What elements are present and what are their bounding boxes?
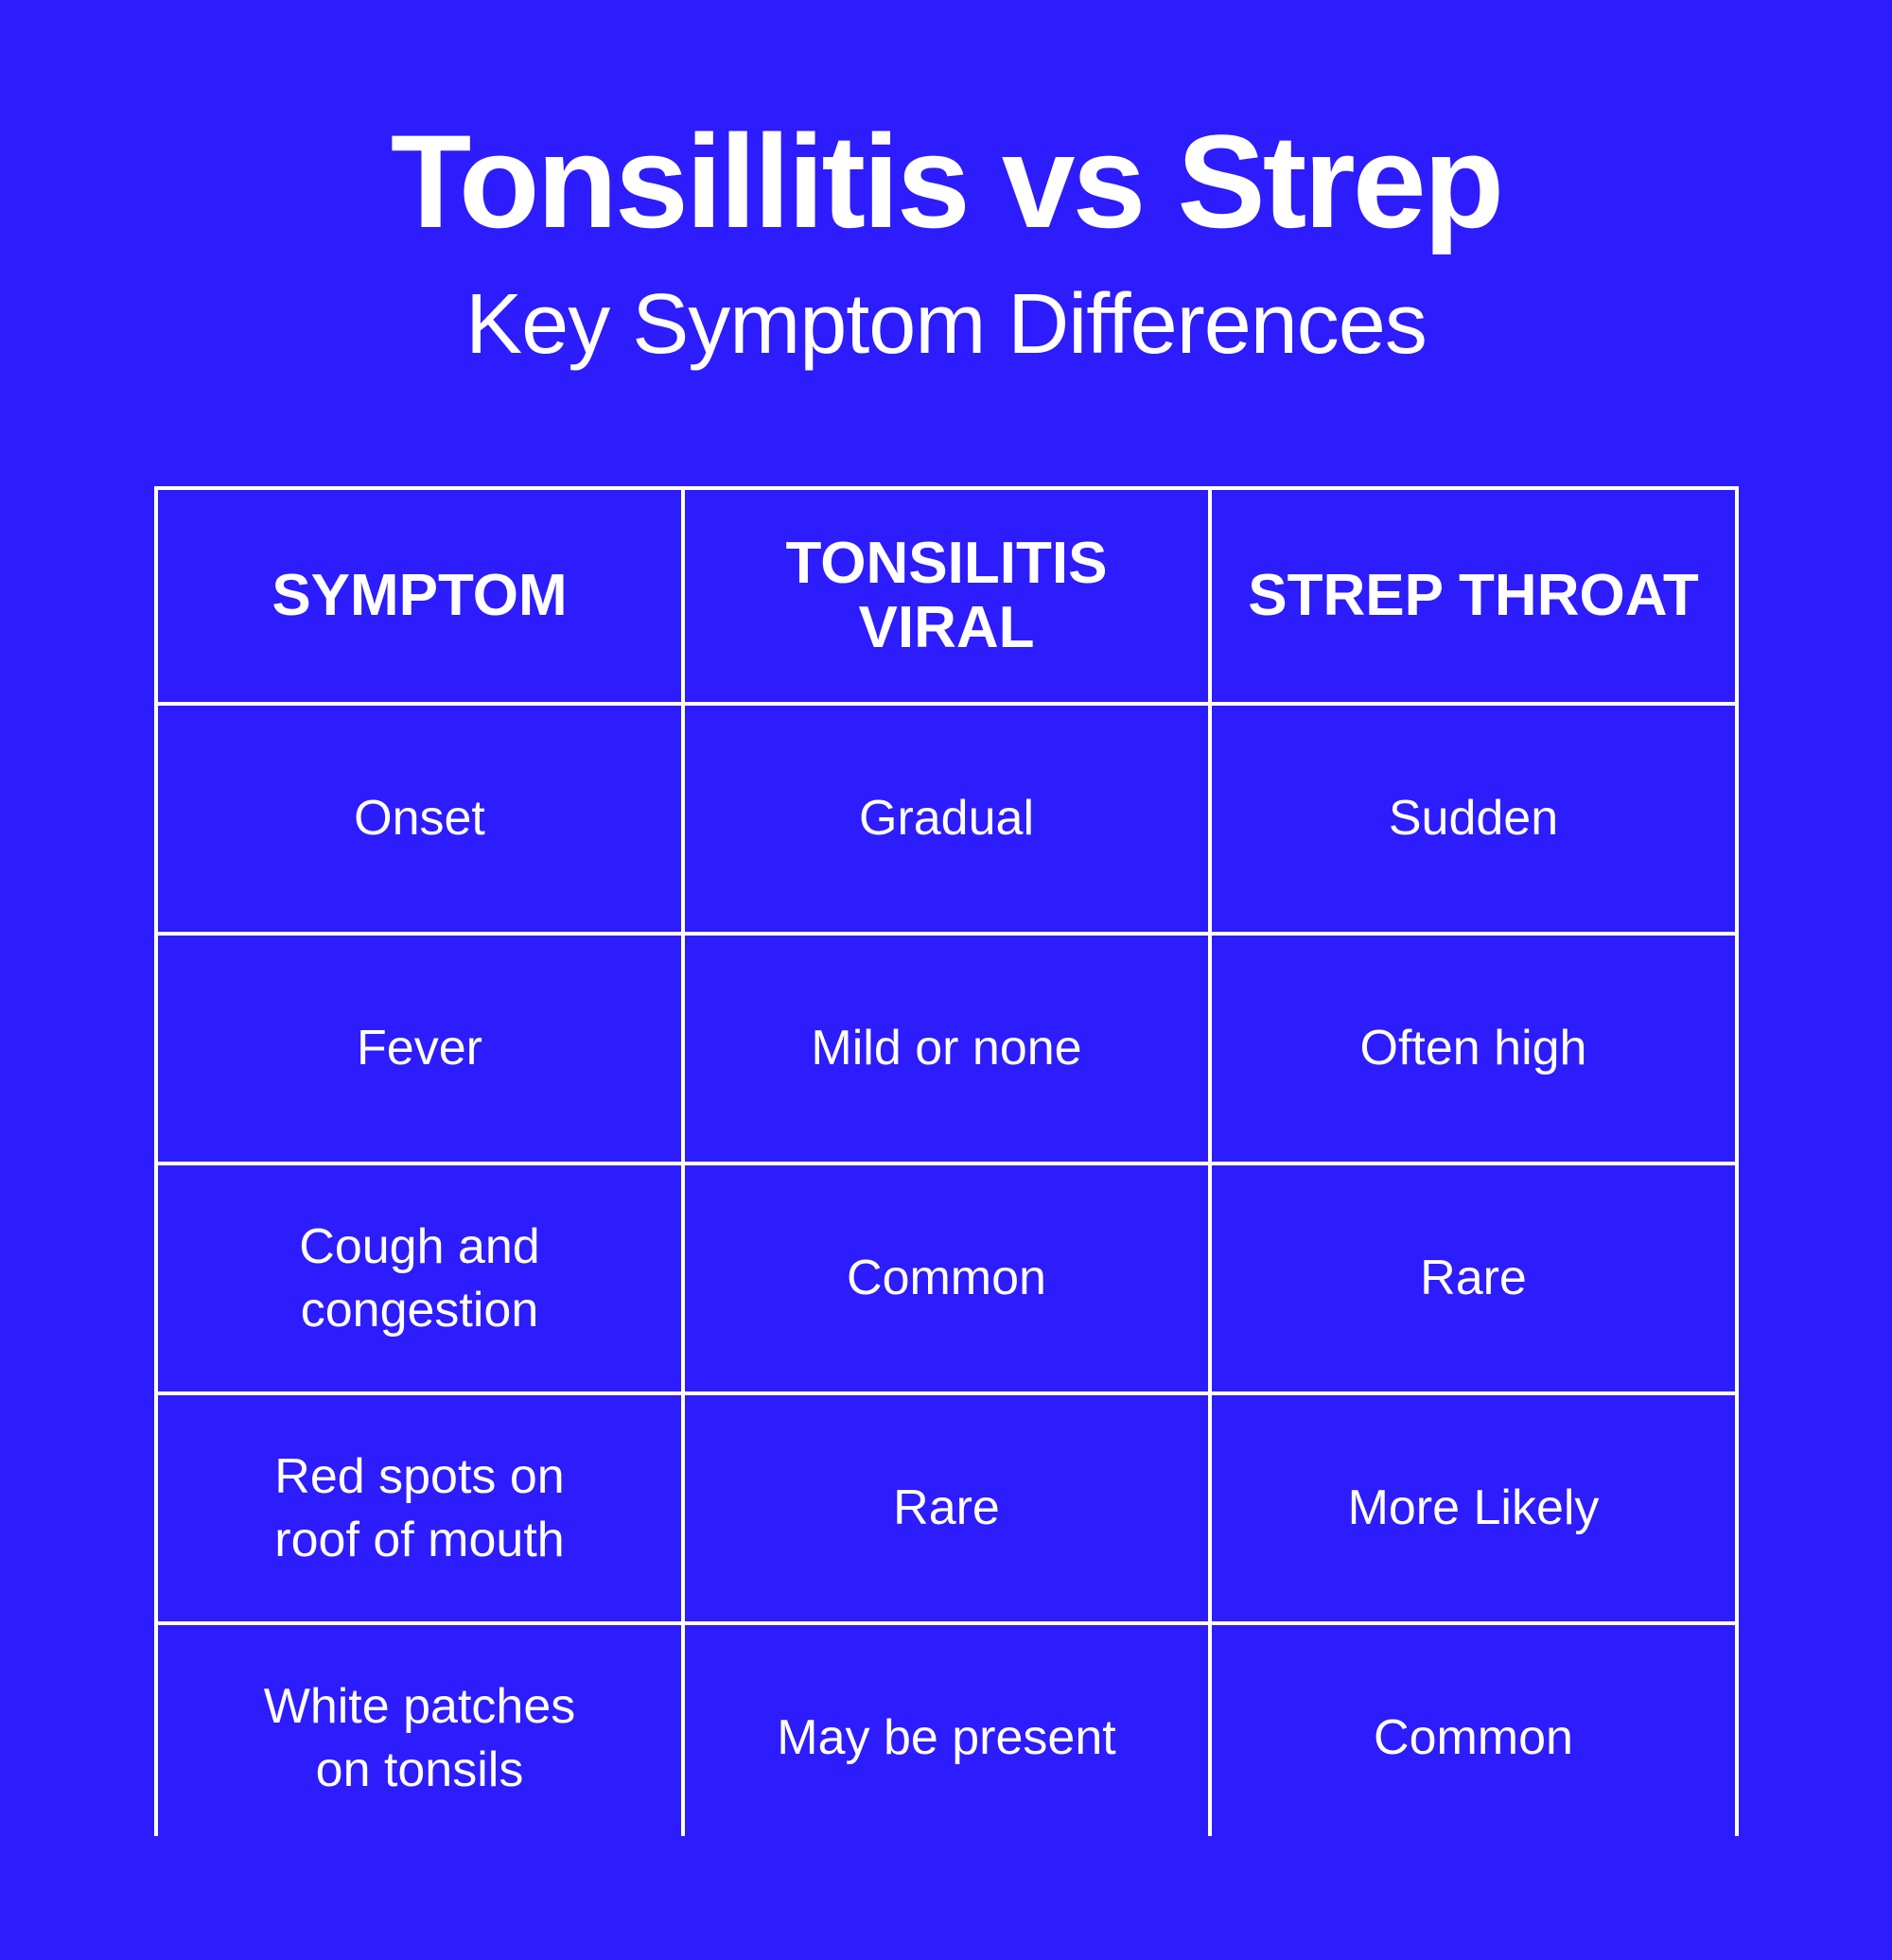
cell-text: Common (847, 1251, 1046, 1306)
cell-text: Sudden (1388, 791, 1559, 847)
cell-text: Common (1374, 1710, 1573, 1766)
cell-text: Rare (1420, 1251, 1527, 1306)
cell-text: Onset (354, 791, 485, 847)
table-cell: Mild or none (685, 936, 1208, 1162)
table-cell: Fever (158, 936, 681, 1162)
cell-text: More Likely (1347, 1480, 1600, 1536)
header-label: TONSILITIS VIRAL (785, 530, 1108, 660)
header-label: SYMPTOM (272, 562, 568, 628)
cell-text: Fever (357, 1021, 482, 1076)
page-title: Tonsillitis vs Strep (390, 107, 1504, 255)
cell-text: White patches on tonsils (263, 1679, 576, 1797)
cell-text: Mild or none (811, 1021, 1082, 1076)
cell-text: Red spots on roof of mouth (274, 1449, 565, 1567)
header-cell-symptom: SYMPTOM (158, 490, 681, 702)
header-cell-tonsilitis-viral: TONSILITIS VIRAL (685, 490, 1208, 702)
table-cell: Onset (158, 706, 681, 932)
table-cell: More Likely (1212, 1395, 1735, 1621)
table-cell: Rare (685, 1395, 1208, 1621)
table-cell: Rare (1212, 1165, 1735, 1391)
table-cell: Red spots on roof of mouth (158, 1395, 681, 1621)
table-cell: Cough and congestion (158, 1165, 681, 1391)
cell-text: Often high (1359, 1021, 1587, 1076)
cell-text: Gradual (859, 791, 1034, 847)
table-cell: White patches on tonsils (158, 1625, 681, 1851)
table-cell: Sudden (1212, 706, 1735, 932)
table-cell: May be present (685, 1625, 1208, 1851)
cell-text: May be present (777, 1710, 1116, 1766)
table-cell: Common (1212, 1625, 1735, 1851)
table-cell: Gradual (685, 706, 1208, 932)
header-label: STREP THROAT (1248, 562, 1699, 628)
page-subtitle: Key Symptom Differences (465, 277, 1428, 372)
table-cell: Often high (1212, 936, 1735, 1162)
header-cell-strep-throat: STREP THROAT (1212, 490, 1735, 702)
cell-text: Cough and congestion (299, 1219, 540, 1338)
symptom-comparison-table: SYMPTOM TONSILITIS VIRAL STREP THROAT On… (154, 486, 1739, 1851)
table-cell: Common (685, 1165, 1208, 1391)
cell-text: Rare (893, 1480, 1000, 1536)
